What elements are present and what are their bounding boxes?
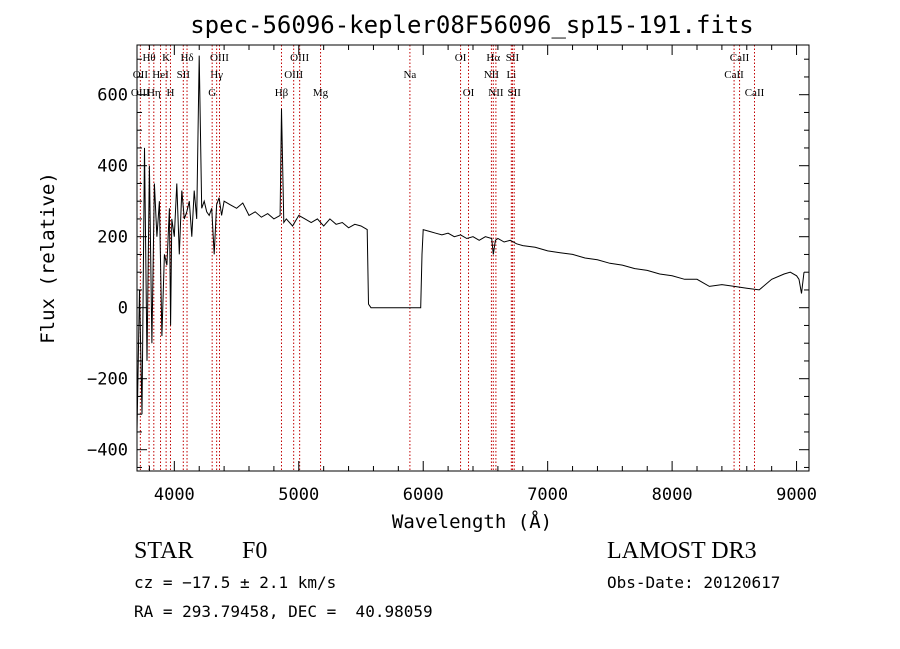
spectral-line-label: OI [455, 52, 467, 64]
axis-ticks: 4000 5000 6000 7000 8000 9000 −400 −200 0 200 400 6… [87, 45, 817, 505]
spectral-line-label: OIII [210, 52, 229, 64]
y-tick-label: 0 [118, 299, 128, 319]
y-tick-label: 200 [97, 228, 128, 248]
x-axis-label: Wavelength (Å) [392, 510, 552, 533]
radec-readout: RA = 293.79458, DEC = 40.98059 [134, 602, 433, 621]
series-layer [136, 55, 805, 432]
spectral-line-label: G [208, 87, 216, 99]
cz-readout: cz = −17.5 ± 2.1 km/s [134, 573, 337, 592]
y-tick-label: 400 [97, 157, 128, 177]
spectral-line-label: Hθ [142, 52, 155, 64]
spectral-line-label: OI [463, 87, 475, 99]
plot-frame [136, 44, 810, 472]
spectral-line-label: H [166, 87, 174, 99]
x-tick-label: 8000 [652, 485, 693, 505]
spectral-line-label: SII [507, 87, 521, 99]
flux-series-line [136, 55, 805, 432]
spectral-line-label: Hα [486, 52, 500, 64]
spectral-line-label: Li [506, 69, 516, 81]
spectral-line-label: OIII [131, 87, 150, 99]
x-tick-label: 4000 [154, 485, 195, 505]
y-tick-label: 600 [97, 86, 128, 106]
spectral-line-label: OII [133, 69, 149, 81]
y-tick-label: −200 [87, 370, 128, 390]
spectral-line-label: SII [506, 52, 520, 64]
spectral-line-label: CaII [745, 87, 765, 99]
x-tick-label: 5000 [278, 485, 319, 505]
obs-date: Obs-Date: 20120617 [607, 573, 781, 592]
spectral-line-label: Na [403, 69, 416, 81]
y-tick-label: −400 [87, 441, 128, 461]
y-axis-label: Flux (relative) [37, 172, 59, 344]
spectral-line-label: Hβ [275, 87, 289, 99]
chart-title: spec-56096-kepler08F56096_sp15-191.fits [190, 11, 754, 39]
spectral-line-label: Hη [147, 87, 161, 99]
subclass-label: F0 [242, 538, 268, 564]
spectral-line-label: OIII [290, 52, 309, 64]
spectral-line-label: CaII [730, 52, 750, 64]
spectral-line-label: NII [484, 69, 500, 81]
spectral-line-label: HeI [152, 69, 169, 81]
x-tick-label: 7000 [527, 485, 568, 505]
spectral-line-label: NII [488, 87, 504, 99]
survey-label: LAMOST DR3 [607, 538, 757, 564]
spectral-line-label: CaII [724, 69, 744, 81]
spectral-line-label: K [162, 52, 170, 64]
class-label: STAR [134, 538, 194, 564]
spectral-line-label: OIII [284, 69, 303, 81]
x-tick-label: 6000 [403, 485, 444, 505]
spectral-line-label: SII [177, 69, 191, 81]
spectral-line-label: Mg [313, 87, 329, 99]
spectral-line-label: Hδ [180, 52, 193, 64]
x-tick-label: 9000 [776, 485, 817, 505]
